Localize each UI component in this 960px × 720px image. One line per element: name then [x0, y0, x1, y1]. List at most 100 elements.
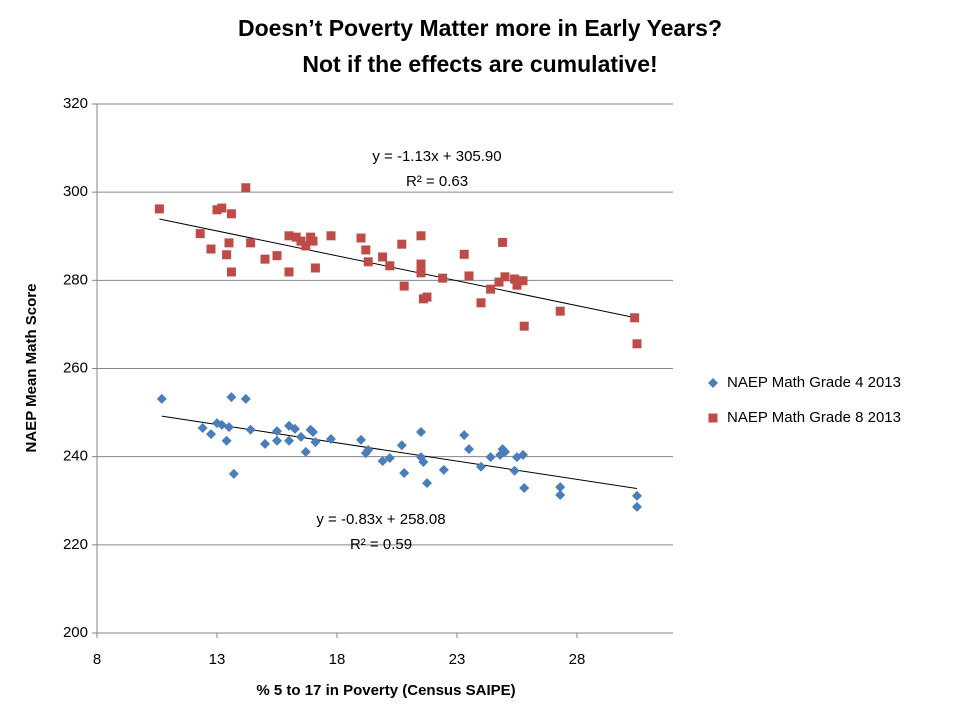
- trendline-r2: R² = 0.59: [350, 536, 412, 553]
- legend-marker: [708, 378, 718, 388]
- legend-marker: [708, 413, 718, 423]
- y-axis-title: NAEP Mean Math Score: [23, 284, 40, 453]
- point: [326, 434, 336, 445]
- point: [512, 280, 522, 290]
- point: [206, 244, 216, 254]
- point: [416, 231, 426, 241]
- x-tick-label: 28: [569, 651, 586, 668]
- point: [221, 435, 232, 446]
- point: [555, 482, 566, 493]
- point: [422, 292, 432, 302]
- point: [459, 430, 470, 441]
- point: [438, 273, 448, 283]
- point: [494, 277, 504, 287]
- point: [226, 209, 236, 219]
- y-tick-label: 320: [63, 95, 88, 112]
- point: [222, 250, 232, 260]
- point: [500, 272, 510, 282]
- point: [224, 422, 234, 433]
- point: [363, 257, 373, 267]
- point: [399, 467, 410, 478]
- point: [385, 261, 395, 271]
- point: [498, 237, 508, 247]
- point: [308, 426, 318, 437]
- point: [632, 501, 642, 512]
- point: [197, 423, 208, 434]
- point: [308, 236, 318, 246]
- trendline-equation: y = -0.83x + 258.08: [316, 511, 445, 528]
- point: [224, 238, 234, 248]
- point: [416, 259, 426, 269]
- point: [195, 229, 205, 239]
- point: [226, 392, 237, 403]
- point: [630, 313, 640, 323]
- point: [377, 456, 388, 467]
- point: [326, 231, 336, 241]
- point: [363, 445, 374, 456]
- y-tick-label: 240: [63, 448, 88, 465]
- trendline: [159, 218, 638, 319]
- x-tick-label: 18: [329, 651, 346, 668]
- point: [260, 254, 270, 264]
- point: [518, 276, 528, 286]
- point: [272, 426, 282, 437]
- point: [399, 281, 409, 291]
- trendline: [161, 415, 638, 490]
- point: [301, 241, 311, 251]
- point: [356, 233, 366, 243]
- point: [260, 438, 270, 449]
- point: [396, 440, 407, 451]
- point: [438, 464, 449, 475]
- point: [416, 426, 426, 437]
- point: [632, 490, 642, 501]
- point: [206, 429, 216, 440]
- point: [485, 452, 496, 463]
- legend-label: NAEP Math Grade 8 2013: [727, 409, 901, 426]
- trendline-equation: y = -1.13x + 305.90: [372, 148, 501, 165]
- point: [384, 452, 395, 463]
- x-tick-label: 13: [209, 651, 226, 668]
- point: [272, 251, 282, 261]
- point: [284, 267, 294, 277]
- point: [509, 465, 520, 476]
- point: [240, 393, 251, 404]
- y-tick-label: 300: [63, 183, 88, 200]
- point: [397, 239, 407, 249]
- point: [296, 236, 306, 246]
- point: [246, 238, 256, 248]
- point: [272, 435, 282, 446]
- x-tick-label: 23: [449, 651, 466, 668]
- point: [156, 393, 167, 404]
- point: [217, 203, 227, 213]
- point: [228, 468, 239, 479]
- chart-subtitle: Not if the effects are cumulative!: [302, 51, 657, 77]
- point: [422, 478, 432, 489]
- point: [464, 444, 474, 455]
- point: [378, 252, 388, 262]
- trendline-r2: R² = 0.63: [406, 173, 468, 190]
- point: [519, 482, 530, 493]
- point: [290, 423, 300, 434]
- point: [518, 449, 528, 460]
- point: [212, 205, 222, 215]
- y-tick-label: 220: [63, 536, 88, 553]
- point: [486, 284, 496, 294]
- point: [418, 456, 429, 467]
- point: [154, 204, 164, 214]
- point: [310, 263, 320, 273]
- point: [241, 183, 251, 193]
- point: [555, 306, 565, 316]
- y-tick-label: 200: [63, 624, 88, 641]
- point: [284, 231, 294, 241]
- point: [476, 298, 486, 308]
- point: [310, 437, 321, 448]
- point: [291, 232, 301, 242]
- y-tick-label: 280: [63, 271, 88, 288]
- point: [632, 339, 642, 349]
- point: [500, 446, 510, 457]
- point: [300, 446, 311, 457]
- point: [284, 435, 294, 446]
- point: [510, 274, 520, 284]
- point: [361, 245, 371, 255]
